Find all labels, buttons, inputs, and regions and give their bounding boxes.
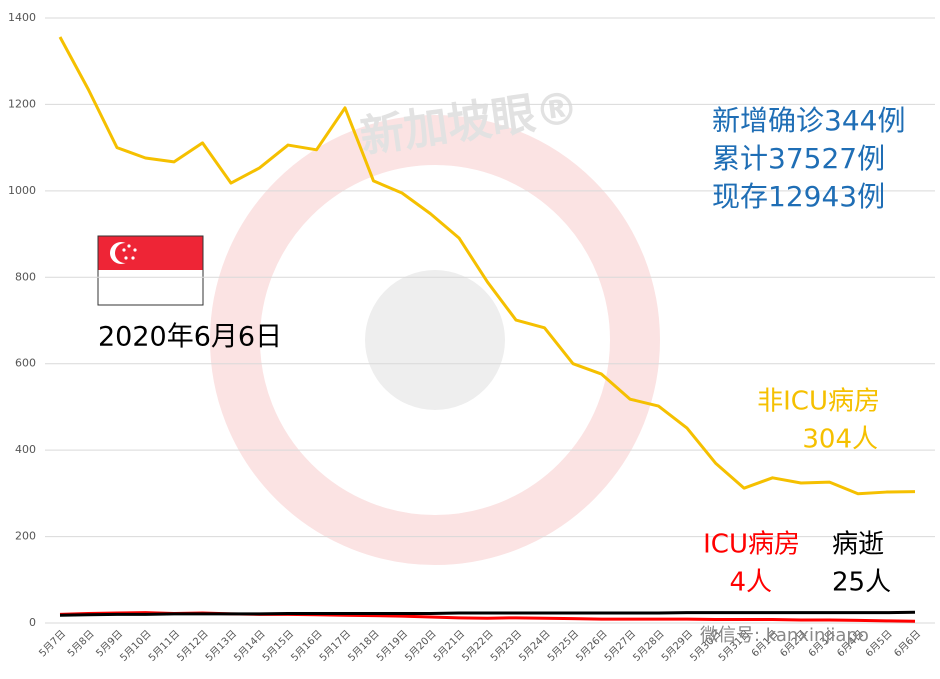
series-label: ICU病房: [703, 530, 800, 560]
x-tick-label: 5月8日: [65, 628, 97, 660]
series-line: [59, 610, 916, 617]
date-annotation: 2020年6月6日: [98, 322, 282, 353]
series-line: [58, 36, 916, 496]
series-label: 病逝: [832, 530, 884, 560]
annotation: 新增确诊344例: [712, 104, 905, 137]
flag: [97, 235, 204, 306]
value-label: 304人: [802, 425, 878, 455]
watermark-logo: [210, 115, 660, 565]
x-tick-label: 6月6日: [892, 628, 924, 660]
y-tick-label: 1400: [8, 11, 36, 24]
annotation: 现存12943例: [712, 180, 885, 213]
series-label: 非ICU病房: [757, 387, 880, 417]
annotation: 累计37527例: [712, 142, 885, 175]
watermark: 微信号: kanxinjiapo: [700, 625, 869, 646]
y-tick-label: 1000: [8, 184, 36, 197]
value-label: 25人: [832, 568, 891, 598]
value-label: 4人: [729, 568, 772, 598]
y-tick-label: 0: [29, 616, 36, 629]
watermark-logo-center: [365, 270, 505, 410]
y-tick-label: 1200: [8, 97, 36, 110]
y-tick-label: 400: [15, 443, 36, 456]
x-tick-label: 5月7日: [37, 628, 69, 660]
y-tick-label: 600: [15, 357, 36, 370]
y-tick-label: 200: [15, 530, 36, 543]
y-tick-label: 800: [15, 270, 36, 283]
